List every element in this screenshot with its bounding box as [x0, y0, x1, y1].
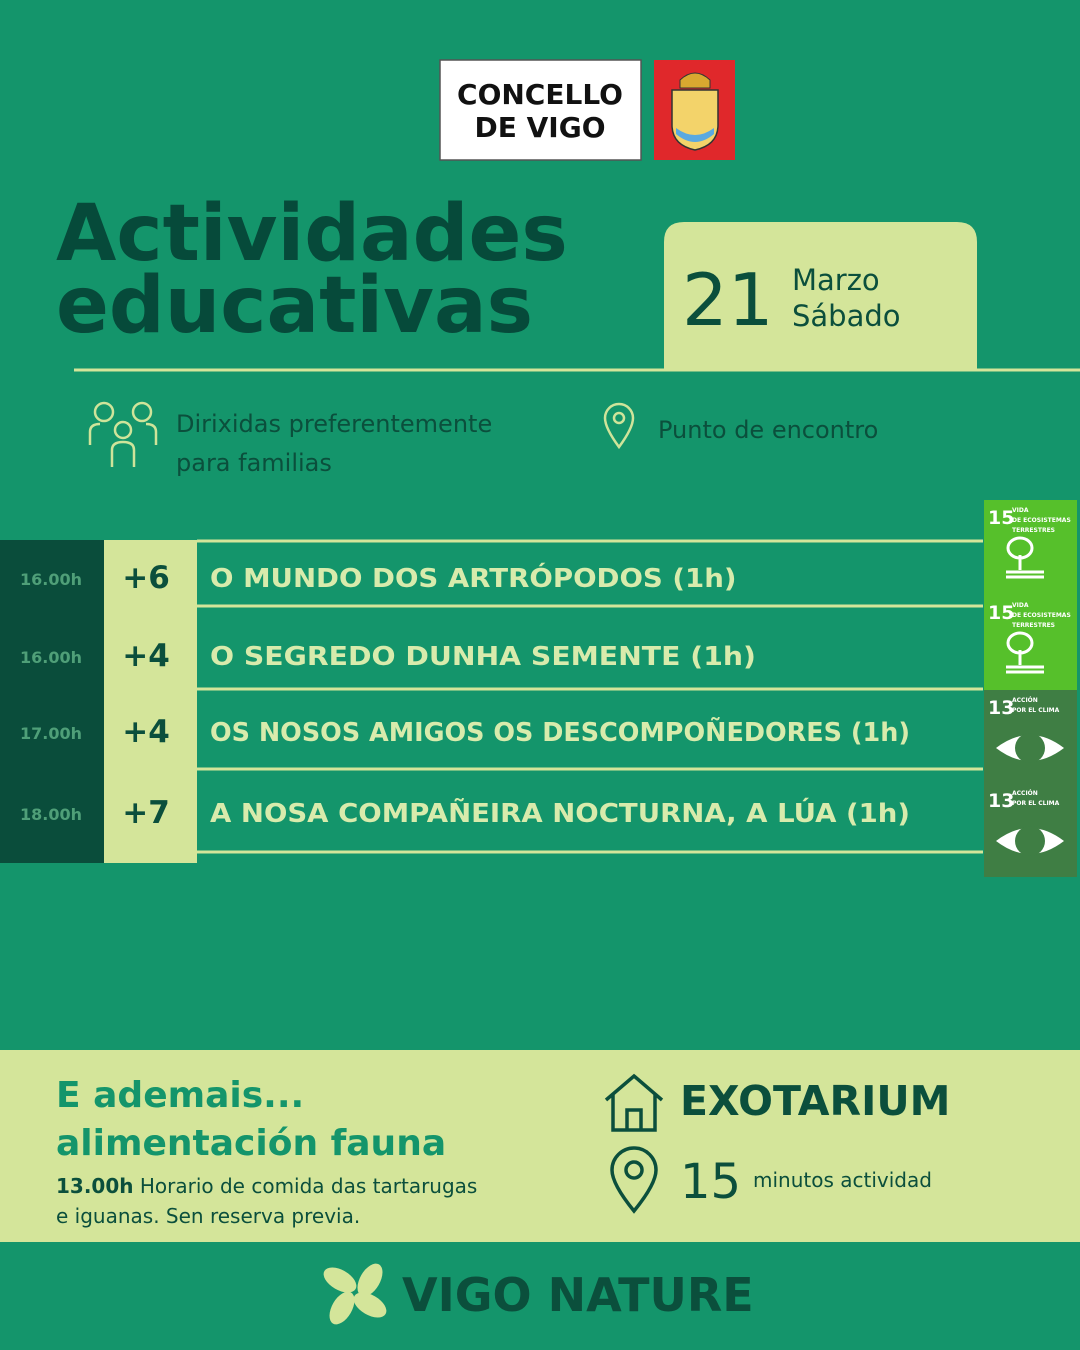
- sdg-label: POR EL CLIMA: [1012, 707, 1060, 714]
- location: Punto de encontro: [658, 416, 878, 444]
- date-day: 21: [682, 258, 774, 342]
- sdg-label: VIDA: [1012, 507, 1029, 514]
- sdg-number: 15: [988, 602, 1014, 624]
- extra-title: alimentación fauna: [56, 1123, 446, 1164]
- extra-text: 13.00h Horario de comida das tartarugas: [56, 1174, 477, 1198]
- time: 17.00h: [20, 724, 82, 743]
- sdg-label: TERRESTRES: [1012, 622, 1055, 629]
- age: +4: [122, 714, 170, 750]
- sdg-label: TERRESTRES: [1012, 527, 1055, 534]
- time-column: [0, 540, 104, 863]
- sdg-label: POR EL CLIMA: [1012, 800, 1060, 807]
- logo-text: CONCELLO: [457, 78, 623, 111]
- duration: 15: [680, 1154, 741, 1210]
- sdg-icon: [1015, 826, 1045, 856]
- sdg-number: 13: [988, 697, 1014, 719]
- audience: Dirixidas preferentemente: [176, 410, 492, 438]
- crest-water: [676, 128, 714, 142]
- sdg-label: ACCIÓN: [1012, 697, 1038, 704]
- activity-title: A NOSA COMPAÑEIRA NOCTURNA, A LÚA (1h): [210, 797, 910, 829]
- age: +7: [122, 795, 170, 831]
- activity-title: OS NOSOS AMIGOS OS DESCOMPOÑEDORES (1h): [210, 716, 910, 748]
- time: 16.00h: [20, 648, 82, 667]
- extra-band: [0, 1050, 1080, 1242]
- crown: [679, 72, 711, 89]
- sdg-icon: [1006, 536, 1044, 579]
- extra-text-line: e iguanas. Sen reserva previa.: [56, 1204, 360, 1228]
- extra-title: E ademais...: [56, 1075, 304, 1116]
- age: +4: [122, 638, 170, 674]
- logo-box: [439, 59, 642, 161]
- extra-text-line: Horario de comida das tartarugas: [140, 1174, 477, 1198]
- place: EXOTARIUM: [680, 1077, 950, 1125]
- audience: para familias: [176, 449, 332, 477]
- logo-text: DE VIGO: [475, 111, 606, 144]
- sdg-label: DE ECOSISTEMAS: [1012, 612, 1071, 619]
- age-column: [104, 540, 197, 863]
- brand-logo: [323, 1263, 387, 1325]
- title: Actividades: [56, 189, 568, 279]
- sdg-label: DE ECOSISTEMAS: [1012, 517, 1071, 524]
- date-weekday: Sábado: [792, 299, 901, 333]
- sdg-icon: [1006, 631, 1044, 674]
- family-icon: [88, 401, 158, 467]
- sdg-icon: [1015, 733, 1045, 763]
- house-icon: [604, 1073, 664, 1132]
- time: 16.00h: [20, 570, 82, 589]
- date-tab: [664, 222, 977, 370]
- activities: 16.00h +6 O MUNDO DOS ARTRÓPODOS (1h)15VID…: [20, 500, 1077, 877]
- date-month: Marzo: [792, 263, 880, 297]
- time: 18.00h: [20, 805, 82, 824]
- sdg-number: 15: [988, 507, 1014, 529]
- duration-label: minutos actividad: [753, 1168, 932, 1192]
- location-icon: [610, 1146, 658, 1214]
- brand: VIGO NATURE: [402, 1268, 754, 1322]
- activity-title: O SEGREDO DUNHA SEMENTE (1h): [210, 642, 756, 672]
- title: educativas: [56, 261, 533, 351]
- sdg-label: ACCIÓN: [1012, 790, 1038, 797]
- activity-title: O MUNDO DOS ARTRÓPODOS (1h): [210, 562, 737, 594]
- extra-time: 13.00h: [56, 1174, 134, 1198]
- age: +6: [122, 560, 170, 596]
- location-icon: [603, 402, 635, 450]
- sdg-number: 13: [988, 790, 1014, 812]
- sdg-label: VIDA: [1012, 602, 1029, 609]
